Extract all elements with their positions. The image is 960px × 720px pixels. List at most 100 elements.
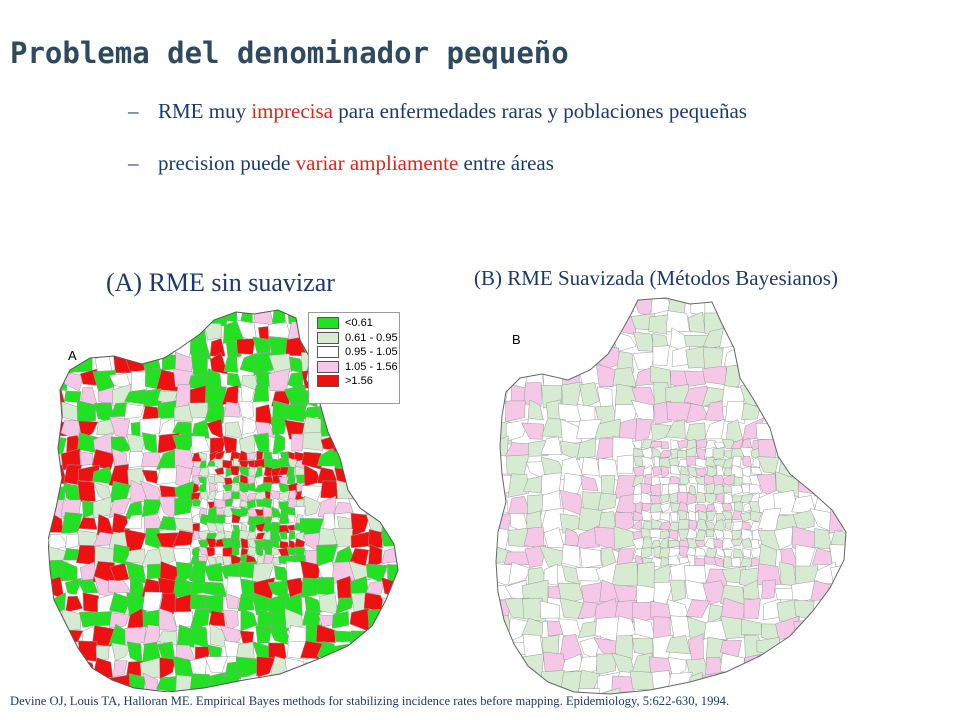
map-region (616, 351, 634, 373)
map-region (559, 440, 581, 461)
map-region (213, 546, 224, 556)
map-region (688, 519, 698, 531)
map-region (637, 561, 656, 589)
map-region (142, 609, 162, 628)
map-region (286, 546, 296, 556)
map-region (679, 473, 691, 485)
map-region (222, 555, 233, 566)
map-region (368, 528, 383, 549)
map-region (79, 451, 94, 467)
map-region (507, 473, 530, 498)
map-region (694, 546, 707, 557)
map-region (253, 432, 270, 453)
map-region (278, 514, 290, 525)
map-region (507, 528, 529, 548)
map-region (577, 688, 600, 694)
map-region (773, 526, 793, 551)
map-region (631, 439, 642, 450)
map-region (284, 404, 307, 423)
legend-item: >1.56 (309, 374, 399, 389)
map-region (141, 499, 163, 518)
map-region (320, 480, 338, 499)
map-region (286, 625, 309, 644)
map-region (739, 446, 754, 459)
map-region (252, 336, 271, 354)
map-region (660, 465, 669, 479)
map-region (222, 435, 238, 454)
map-region (776, 598, 800, 622)
map-region (208, 610, 226, 627)
map-region (173, 611, 194, 628)
map-region (652, 345, 670, 366)
map-region (704, 418, 726, 440)
map-region (365, 580, 385, 594)
legend-item: 0.95 - 1.05 (309, 345, 399, 360)
map-region (678, 518, 691, 530)
map-region (284, 608, 306, 629)
map-region (508, 561, 531, 586)
map-region (600, 475, 616, 497)
map-region (539, 600, 561, 619)
map-region (318, 592, 339, 615)
legend-label: >1.56 (345, 375, 373, 388)
map-region (190, 352, 208, 376)
map-region (65, 596, 84, 613)
map-region (278, 476, 288, 485)
map-region (238, 489, 250, 501)
map-region (303, 495, 321, 517)
map-region (109, 592, 132, 614)
map-region (155, 675, 179, 692)
map-region (230, 537, 241, 550)
map-region (157, 400, 177, 420)
map-region (660, 441, 669, 450)
map-region (730, 557, 742, 568)
map-region (109, 612, 130, 629)
map-region (77, 480, 96, 502)
legend-swatch (317, 346, 339, 359)
map-region (254, 508, 266, 517)
map-region (733, 548, 745, 559)
map-region (521, 422, 545, 440)
map-region (229, 465, 241, 476)
map-region (579, 382, 600, 409)
slide-title: Problema del denominador pequeño (10, 36, 569, 70)
map-region (705, 510, 717, 521)
bullet-item: – RME muy imprecisa para enfermedades rar… (128, 96, 747, 148)
map-region (271, 546, 280, 556)
map-region (505, 400, 526, 423)
map-region (197, 466, 210, 478)
map-region (278, 458, 290, 469)
bullet-list: – RME muy imprecisa para enfermedades rar… (128, 96, 747, 200)
map-region (269, 539, 279, 549)
map-region (215, 450, 226, 461)
map-region (724, 518, 732, 531)
map-region (614, 635, 633, 660)
map-region (792, 509, 815, 531)
map-region (523, 475, 544, 494)
bullet-text: RME muy (158, 99, 252, 123)
map-region (597, 492, 617, 512)
citation: Devine OJ, Louis TA, Halloran ME. Empiri… (10, 694, 730, 708)
map-region (248, 467, 256, 478)
map-region (296, 474, 306, 484)
map-region (131, 370, 148, 393)
map-region (304, 594, 323, 613)
map-region (191, 419, 210, 439)
map-region (77, 578, 99, 594)
map-region (333, 502, 356, 515)
map-region (252, 384, 270, 403)
map-region (750, 467, 763, 475)
map-region (221, 384, 239, 406)
map-b-caption: (B) RME Suavizada (Métodos Bayesianos) (474, 266, 838, 290)
map-region (641, 447, 654, 459)
map-region (204, 656, 229, 673)
map-region (272, 432, 286, 457)
map-region (702, 365, 729, 386)
map-region (246, 475, 256, 485)
map-region (750, 510, 762, 522)
bullet-item: – precision puede variar ampliamente entr… (128, 148, 747, 200)
map-region (188, 402, 209, 419)
map-region (725, 400, 746, 424)
map-region (685, 599, 711, 618)
legend-label: 0.61 - 0.95 (345, 331, 398, 344)
